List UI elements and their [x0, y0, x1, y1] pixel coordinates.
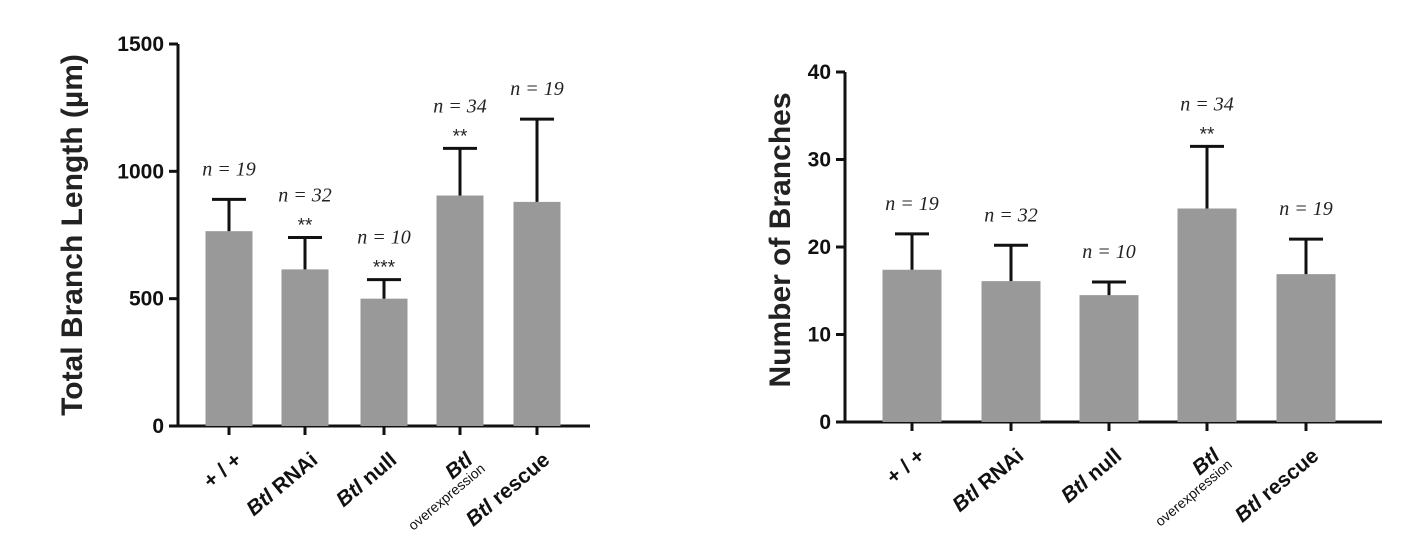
category-label: + / + — [199, 448, 246, 493]
category-label: + / + — [882, 444, 929, 489]
y-tick-label: 20 — [808, 236, 831, 259]
n-label: n = 32 — [278, 185, 332, 207]
category-label: Btl RNAi — [948, 444, 1028, 516]
significance-label: ** — [298, 216, 313, 237]
y-axis-title: Number of Branches — [764, 92, 797, 387]
y-tick-label: 1500 — [117, 33, 164, 56]
n-label: n = 32 — [984, 204, 1038, 226]
bar — [360, 298, 408, 426]
n-label: n = 19 — [202, 158, 256, 180]
y-tick-label: 10 — [808, 324, 831, 347]
y-tick-label: 30 — [808, 149, 831, 172]
y-tick-label: 40 — [808, 61, 831, 84]
bar — [1276, 274, 1336, 422]
category-label: Btl rescue — [1231, 444, 1324, 527]
bar — [205, 231, 253, 426]
y-tick-label: 0 — [152, 415, 164, 438]
chart-2: Number of Branches 0 10 20 30 40 n = 19 + / + n … — [764, 61, 1382, 529]
n-label: n = 19 — [1279, 198, 1333, 220]
significance-label: ** — [1200, 124, 1215, 145]
n-label: n = 34 — [1180, 93, 1234, 115]
y-tick-label: 0 — [819, 411, 831, 434]
y-axis-title: Total Branch Length (µm) — [56, 54, 89, 416]
bar — [1177, 208, 1237, 422]
bar — [513, 201, 561, 426]
bar — [882, 269, 942, 422]
n-label: n = 10 — [1082, 241, 1136, 263]
n-label: n = 19 — [885, 193, 939, 215]
bar — [436, 195, 484, 426]
bar — [1079, 295, 1139, 422]
n-label: n = 19 — [510, 78, 564, 100]
y-tick-label: 500 — [129, 288, 164, 311]
n-label: n = 34 — [433, 95, 487, 117]
n-label: n = 10 — [357, 227, 411, 249]
category-label: Btl null — [332, 448, 401, 511]
category-label: Btl RNAi — [242, 448, 322, 520]
significance-label: ** — [453, 126, 468, 147]
y-tick-label: 1000 — [117, 160, 164, 183]
bar — [981, 281, 1041, 422]
chart-1: Total Branch Length (µm) 0 500 1000 1500 n = … — [56, 33, 590, 533]
bar — [281, 269, 329, 426]
category-label: Btl null — [1057, 444, 1126, 507]
significance-label: *** — [373, 258, 396, 279]
